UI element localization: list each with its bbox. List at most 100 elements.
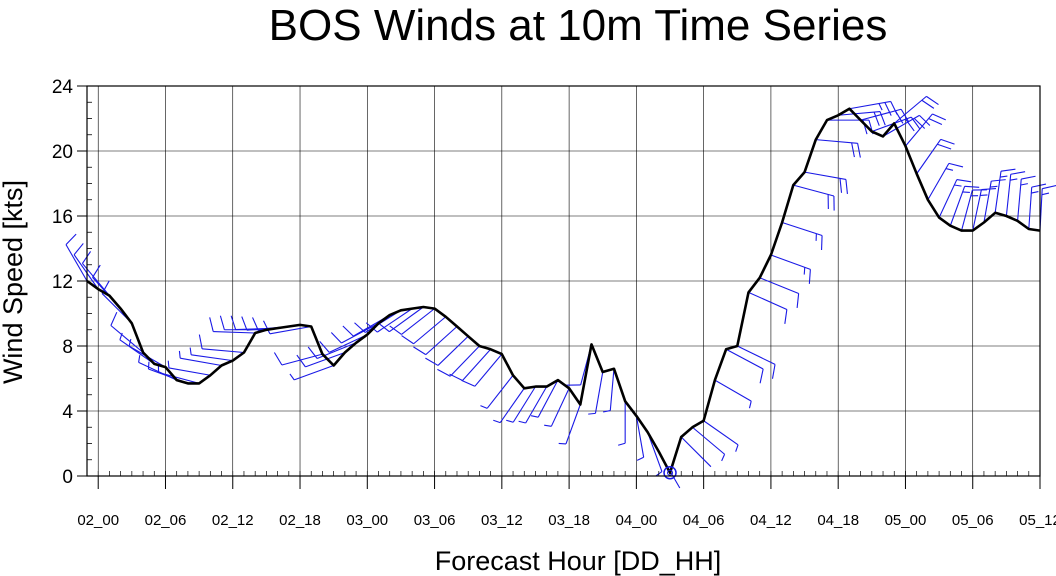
wind-barb-shaft [565,404,581,445]
wind-barb [692,426,726,462]
wind-barb-shaft [1005,174,1012,217]
wind-barb-shaft [703,420,739,446]
wind-barb [793,184,835,211]
wind-barb-feather [377,322,390,333]
wind-barb-half-feather [1000,175,1008,178]
wind-barb [882,114,931,137]
wind-barb-shaft [960,189,973,231]
wind-barb-half-feather [803,267,806,275]
wind-barb-feather [905,118,915,132]
wind-barb-feather [913,117,926,129]
wind-barb [983,179,1006,223]
wind-barb-shaft [849,100,891,110]
wind-barb [703,420,739,452]
wind-barb [480,374,514,409]
wind-barb-feather [461,379,476,387]
wind-barb-shaft [692,426,725,455]
x-tick-label: 03_06 [414,512,456,529]
wind-barb-feather [389,325,402,335]
wind-barb-shaft [781,221,823,237]
wind-barb [558,404,581,445]
x-tick-label: 04_00 [616,512,658,529]
wind-barb-feather [900,108,910,123]
wind-barb-feather [413,346,427,356]
wind-barb-shaft [871,116,912,133]
grid-lines [87,85,1041,477]
y-tick-label: 16 [52,207,73,228]
x-tick-label: 03_12 [481,512,523,529]
wind-barb-feather [307,346,318,359]
wind-barb-feather [263,320,271,335]
wind-barb-half-feather [128,338,132,347]
wind-barb [680,436,712,468]
wind-barb-half-feather [544,424,552,427]
y-tick-label: 8 [62,337,73,358]
wind-barb-half-feather [147,361,150,370]
wind-barb-feather [879,111,886,126]
wind-barb-feather [857,143,861,158]
wind-barb-shaft [609,368,615,411]
wind-barb-feather [808,269,811,284]
wind-barb [770,254,811,284]
wind-barb-feather [928,118,943,125]
wind-barb [425,335,469,366]
wind-barb [815,139,861,158]
wind-barb [588,371,604,415]
x-tick-label: 02_00 [77,512,119,529]
wind-barb [65,233,88,282]
wind-barb-feather [354,322,366,333]
wind-barb [449,348,492,381]
wind-barb [1017,175,1036,221]
wind-barb-shaft [202,348,245,354]
y-tick-label: 12 [52,272,73,293]
wind-barb [1039,184,1056,231]
wind-barb [377,306,424,333]
wind-barb [198,334,245,354]
wind-barb [635,415,645,461]
wind-barb [838,111,886,126]
wind-barb-feather [365,322,378,333]
wind-barb-feather [273,352,283,366]
x-tick-label: 02_06 [145,512,187,529]
wind-barb-shaft [860,108,902,121]
wind-barb-shaft [1028,187,1033,230]
wind-barb-shaft [437,335,469,366]
wind-barb [461,353,503,387]
wind-barbs [65,95,1056,489]
wind-barb-half-feather [721,454,726,462]
wind-barb [330,322,379,344]
wind-barb [157,365,200,384]
wind-barb-shaft [759,277,799,294]
wind-barb-shaft [793,184,835,197]
wind-barb-shaft [401,308,435,335]
wind-barb-feather [73,243,84,256]
wind-barb-shaft [927,163,950,201]
wind-barb-shaft [499,387,525,423]
wind-barb-shaft [983,181,992,223]
x-tick-label: 04_06 [683,512,725,529]
wind-barb-feather [919,114,931,126]
wind-barb [342,314,390,337]
x-tick-label: 02_12 [212,512,254,529]
wind-barb-shaft [1017,178,1022,221]
wind-barb-shaft [328,334,368,353]
x-tick-label: 02_18 [279,512,321,529]
wind-barb-shaft [305,351,346,368]
wind-barb-half-feather [954,184,962,187]
wind-barb-shaft [168,367,211,376]
wind-barb-shaft [389,306,424,333]
wind-barb-shaft [994,171,1002,213]
wind-barb-half-feather [945,168,954,171]
wind-barb-shaft [213,330,256,334]
wind-barb-feather [219,315,225,330]
y-tick-label: 20 [52,142,73,163]
wind-barb-half-feather [178,350,181,359]
wind-barb [781,221,823,251]
wind-barb-shaft [949,186,966,226]
wind-barb-shaft [905,113,933,147]
wind-barb-shaft [65,244,88,282]
wind-barb [603,368,615,413]
wind-barb [365,308,413,333]
wind-barb-shaft [893,95,927,124]
